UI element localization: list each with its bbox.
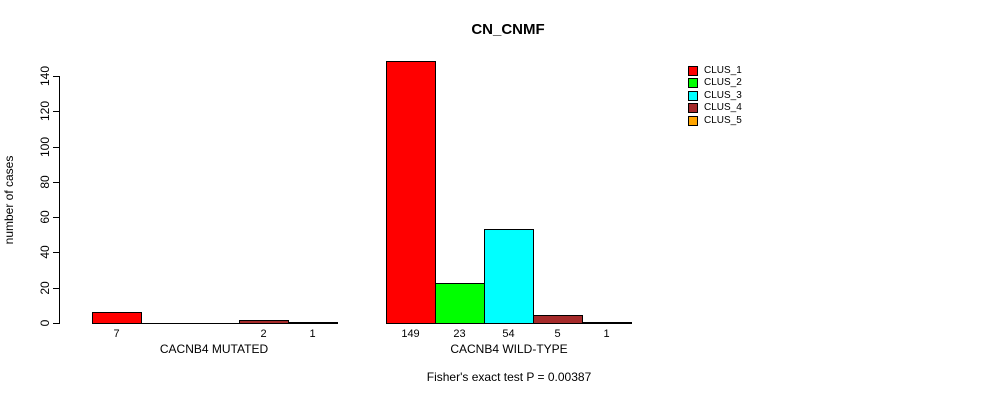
bar-value-label: 2 <box>260 328 267 340</box>
chart-title: CN_CNMF <box>471 21 545 38</box>
y-tick-mark <box>53 217 59 218</box>
bar-value-label: 5 <box>554 328 561 340</box>
legend-swatch-clus_4 <box>688 103 698 113</box>
group-baseline <box>92 323 337 324</box>
group-label-mutated: CACNB4 MUTATED <box>159 342 269 356</box>
y-tick-label: 140 <box>38 65 52 87</box>
bar-value-label: 149 <box>401 328 420 340</box>
legend-swatch-clus_1 <box>688 66 698 76</box>
legend-label-clus_5: CLUS_5 <box>704 115 742 126</box>
legend-swatch-clus_2 <box>688 78 698 88</box>
bar-value-label: 1 <box>603 328 610 340</box>
bar-value-label: 23 <box>453 328 466 340</box>
bar-value-label: 1 <box>309 328 316 340</box>
legend-swatch-clus_3 <box>688 91 698 101</box>
legend-label-clus_2: CLUS_2 <box>704 77 742 88</box>
legend-swatch-clus_5 <box>688 116 698 126</box>
bar-clus_1 <box>386 61 436 324</box>
legend-label-clus_3: CLUS_3 <box>704 90 742 101</box>
bar-clus_4 <box>533 315 583 324</box>
y-tick-label: 120 <box>38 100 52 122</box>
y-tick-label: 20 <box>38 281 52 295</box>
bar-clus_4 <box>239 320 289 324</box>
bar-clus_1 <box>92 312 142 324</box>
bar-value-label: 7 <box>113 328 120 340</box>
bar-clus_5 <box>582 322 632 324</box>
y-tick-label: 80 <box>38 175 52 189</box>
y-tick-label: 60 <box>38 210 52 224</box>
y-tick-mark <box>53 323 59 324</box>
y-tick-mark <box>53 76 59 77</box>
bar-clus_3 <box>484 229 534 324</box>
y-tick-mark <box>53 147 59 148</box>
fisher-test-annotation: Fisher's exact test P = 0.00387 <box>426 370 592 384</box>
y-tick-mark <box>53 111 59 112</box>
y-tick-label: 0 <box>38 319 52 327</box>
legend-label-clus_4: CLUS_4 <box>704 102 742 113</box>
y-tick-mark <box>53 288 59 289</box>
bar-clus_2 <box>435 283 485 324</box>
y-tick-mark <box>53 182 59 183</box>
y-tick-label: 100 <box>38 136 52 158</box>
y-axis-line <box>59 76 60 324</box>
legend-label-clus_1: CLUS_1 <box>704 65 742 76</box>
y-tick-mark <box>53 252 59 253</box>
bar-value-label: 54 <box>502 328 515 340</box>
bar-clus_5 <box>288 322 338 324</box>
y-tick-label: 40 <box>38 245 52 259</box>
group-label-wild-type: CACNB4 WILD-TYPE <box>450 342 568 356</box>
y-axis-label: number of cases <box>2 155 16 245</box>
